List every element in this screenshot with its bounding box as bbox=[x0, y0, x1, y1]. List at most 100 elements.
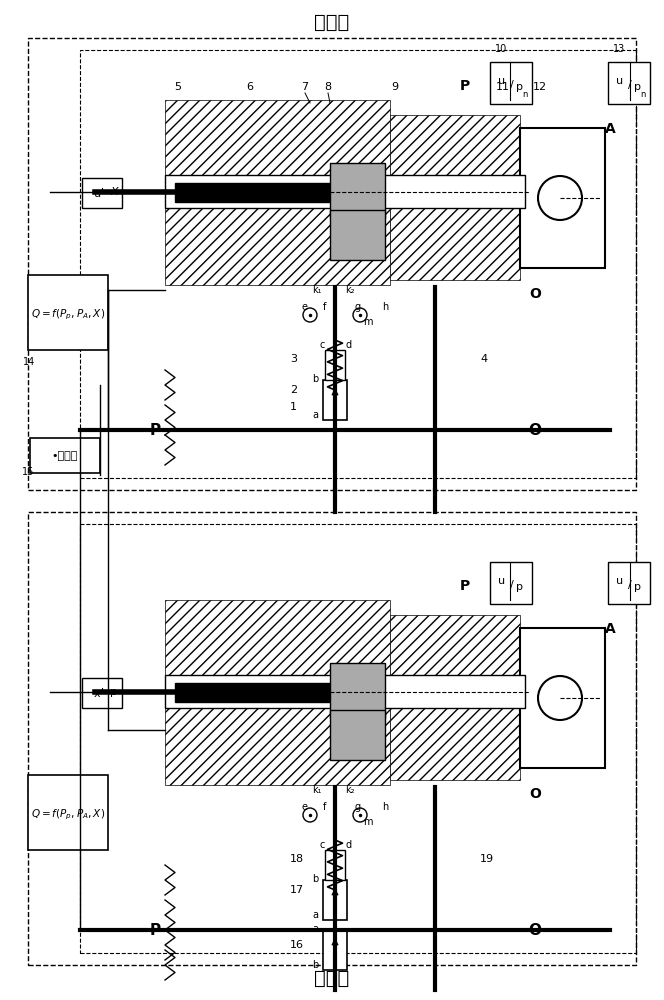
Text: u: u bbox=[94, 189, 101, 199]
Text: n: n bbox=[522, 90, 527, 99]
Text: m: m bbox=[363, 317, 373, 327]
Bar bbox=[165, 600, 390, 785]
Bar bbox=[390, 115, 520, 280]
Circle shape bbox=[353, 808, 367, 822]
Text: 4: 4 bbox=[480, 354, 487, 364]
Bar bbox=[330, 210, 385, 260]
Bar bbox=[325, 850, 345, 880]
Text: 5: 5 bbox=[175, 82, 181, 92]
Bar bbox=[28, 38, 636, 490]
Text: u: u bbox=[616, 76, 623, 86]
Text: •控制器: •控制器 bbox=[52, 451, 78, 461]
Bar bbox=[330, 663, 385, 718]
Text: h: h bbox=[382, 802, 388, 812]
Text: 18: 18 bbox=[290, 854, 304, 864]
Text: d: d bbox=[345, 840, 351, 850]
Bar bbox=[520, 628, 605, 768]
Text: b: b bbox=[312, 874, 318, 884]
Text: 3: 3 bbox=[290, 354, 297, 364]
Bar bbox=[390, 615, 520, 780]
Text: 19: 19 bbox=[480, 854, 494, 864]
Bar bbox=[165, 175, 525, 208]
Bar bbox=[165, 100, 390, 285]
Text: 2: 2 bbox=[290, 385, 297, 395]
Bar bbox=[608, 62, 650, 104]
Text: $Q=f(P_p,P_A,X)$: $Q=f(P_p,P_A,X)$ bbox=[31, 308, 105, 322]
Text: A: A bbox=[605, 622, 616, 636]
Text: 10: 10 bbox=[495, 44, 507, 54]
Text: O: O bbox=[529, 287, 541, 301]
Bar bbox=[28, 775, 108, 850]
Bar bbox=[82, 178, 122, 208]
Text: 14: 14 bbox=[23, 357, 35, 367]
Text: p: p bbox=[634, 582, 641, 592]
Bar bbox=[175, 683, 340, 702]
Text: /: / bbox=[510, 80, 514, 90]
Text: 13: 13 bbox=[613, 44, 625, 54]
Text: e: e bbox=[302, 302, 308, 312]
Circle shape bbox=[303, 308, 317, 322]
Text: a: a bbox=[312, 924, 318, 934]
Text: c: c bbox=[320, 840, 325, 850]
Bar bbox=[82, 678, 122, 708]
Bar bbox=[30, 438, 100, 473]
Text: b: b bbox=[312, 374, 318, 384]
Text: c: c bbox=[320, 340, 325, 350]
Text: k₂: k₂ bbox=[345, 785, 355, 795]
Bar bbox=[330, 163, 385, 218]
Text: k₂: k₂ bbox=[345, 285, 355, 295]
Text: O: O bbox=[529, 923, 542, 938]
Text: 二号阀: 二号阀 bbox=[314, 968, 350, 988]
Text: a: a bbox=[312, 410, 318, 420]
Bar bbox=[325, 350, 345, 380]
Bar bbox=[608, 562, 650, 604]
Bar bbox=[490, 562, 532, 604]
Text: g: g bbox=[355, 802, 361, 812]
Text: P: P bbox=[149, 923, 161, 938]
Text: 9: 9 bbox=[392, 82, 398, 92]
Text: /: / bbox=[628, 580, 631, 590]
Text: /: / bbox=[628, 80, 631, 90]
Text: /: / bbox=[510, 580, 514, 590]
Text: A: A bbox=[605, 122, 616, 136]
Text: 12: 12 bbox=[533, 82, 547, 92]
Text: a: a bbox=[312, 910, 318, 920]
Text: p: p bbox=[634, 82, 641, 92]
Text: m: m bbox=[363, 817, 373, 827]
Bar bbox=[330, 710, 385, 760]
Text: P: P bbox=[149, 423, 161, 438]
Text: 11: 11 bbox=[496, 82, 510, 92]
Text: g: g bbox=[355, 302, 361, 312]
Text: 6: 6 bbox=[246, 82, 254, 92]
Text: 1: 1 bbox=[290, 402, 297, 412]
Text: $Q=f(P_p,P_A,X)$: $Q=f(P_p,P_A,X)$ bbox=[31, 808, 105, 822]
Circle shape bbox=[303, 808, 317, 822]
Text: 16: 16 bbox=[290, 940, 304, 950]
Bar bbox=[28, 275, 108, 350]
Bar bbox=[490, 62, 532, 104]
Text: d: d bbox=[345, 340, 351, 350]
Text: b: b bbox=[312, 960, 318, 970]
Bar bbox=[80, 524, 636, 953]
Text: u: u bbox=[498, 576, 505, 586]
Text: 17: 17 bbox=[290, 885, 304, 895]
Bar bbox=[28, 512, 636, 965]
Text: p: p bbox=[110, 687, 117, 697]
Text: u: u bbox=[498, 76, 505, 86]
Text: P: P bbox=[460, 579, 470, 593]
Text: k₁: k₁ bbox=[312, 285, 322, 295]
Text: X: X bbox=[110, 187, 118, 197]
Text: P: P bbox=[460, 79, 470, 93]
Text: n: n bbox=[640, 90, 645, 99]
Text: O: O bbox=[529, 423, 542, 438]
Text: k₁: k₁ bbox=[312, 785, 322, 795]
Circle shape bbox=[353, 308, 367, 322]
Bar bbox=[323, 930, 347, 970]
Text: 一号阀: 一号阀 bbox=[314, 12, 350, 31]
Text: p: p bbox=[516, 582, 523, 592]
Bar bbox=[80, 50, 636, 478]
Bar bbox=[323, 880, 347, 920]
Bar bbox=[520, 128, 605, 268]
Text: 15: 15 bbox=[22, 467, 35, 477]
Bar bbox=[165, 675, 525, 708]
